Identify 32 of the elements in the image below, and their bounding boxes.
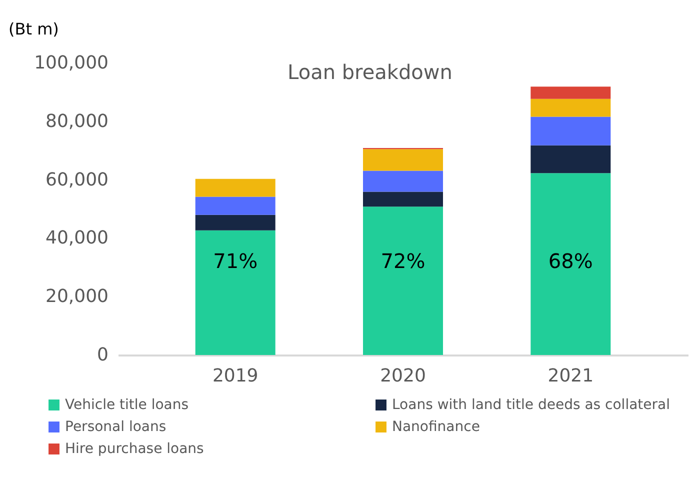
bar [363, 170, 443, 192]
bar [363, 192, 443, 207]
x-tick-label: 2019 [212, 366, 258, 386]
annotation: 68% [548, 249, 593, 273]
x-tick-label: 2020 [380, 366, 426, 386]
bar [195, 178, 276, 197]
annotation: 71% [213, 249, 258, 273]
chart-title: Loan breakdown [288, 60, 452, 84]
y-tick-label: 100,000 [34, 52, 108, 74]
bar [363, 206, 443, 355]
bar [530, 98, 611, 117]
y-tick-label: 0 [97, 344, 108, 366]
bar [530, 145, 611, 174]
y-tick-label: 80,000 [46, 110, 108, 132]
legend-label: Vehicle title loans [65, 397, 189, 413]
legend-label: Nanofinance [392, 419, 480, 435]
legend-label: Hire purchase loans [65, 441, 204, 457]
bar [530, 173, 611, 355]
annotation: 72% [380, 249, 426, 273]
bar [195, 214, 276, 230]
y-axis-title: (Bt m) [8, 20, 59, 38]
bar [363, 149, 443, 171]
legend-label: Personal loans [65, 419, 166, 435]
x-tick-label: 2021 [548, 366, 594, 386]
bar [195, 230, 276, 355]
bar [530, 116, 611, 146]
y-tick-label: 40,000 [46, 228, 108, 249]
bar [530, 86, 611, 99]
y-tick-label: 20,000 [46, 286, 108, 308]
legend-label: Loans with land title deeds as collateral [392, 397, 670, 413]
y-tick-label: 60,000 [46, 169, 108, 190]
bar [195, 196, 276, 215]
